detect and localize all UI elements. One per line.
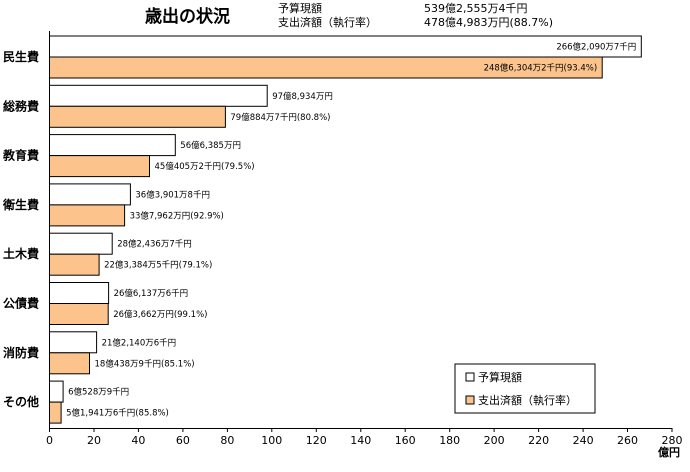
bar-spent bbox=[49, 253, 100, 276]
category-label: その他 bbox=[3, 394, 39, 409]
x-tick-label: 140 bbox=[350, 434, 371, 447]
bar-budget bbox=[49, 282, 110, 304]
bar-budget bbox=[49, 331, 98, 354]
legend-label-budget: 予算現額 bbox=[478, 370, 522, 384]
bar-spent bbox=[49, 303, 109, 325]
x-axis-ticks: 0 20 40 60 80 100 120 140 160 180 200 220 240 260 280 bbox=[46, 428, 683, 447]
x-tick-label: 200 bbox=[484, 434, 505, 447]
category-label: 公債費 bbox=[3, 296, 39, 311]
bar-budget bbox=[49, 35, 642, 58]
data-label-spent: 22億3,384万5千円(79.1%) bbox=[104, 260, 212, 271]
x-tick-label: 120 bbox=[306, 434, 327, 447]
category-label: 土木費 bbox=[3, 246, 39, 261]
x-tick-label: 60 bbox=[176, 434, 190, 447]
x-tick-label: 240 bbox=[573, 434, 594, 447]
data-label-budget: 26億6,137万6千円 bbox=[114, 288, 189, 299]
data-label-spent: 26億3,662万円(99.1%) bbox=[113, 309, 207, 320]
data-label-spent: 248億6,304万2千円(93.4%) bbox=[484, 63, 598, 74]
data-label-spent: 18億438万9千円(85.1%) bbox=[95, 358, 195, 369]
legend-swatch-spent bbox=[465, 395, 475, 405]
bar-spent bbox=[49, 105, 226, 128]
x-tick-label: 180 bbox=[439, 434, 460, 447]
data-label-budget: 36億3,901万8千円 bbox=[135, 189, 210, 200]
data-label-spent: 79億884万7千円(80.8%) bbox=[230, 112, 330, 123]
x-tick-label: 260 bbox=[617, 434, 638, 447]
x-tick-label: 160 bbox=[395, 434, 416, 447]
x-tick-label: 280 bbox=[662, 434, 683, 447]
x-tick-label: 20 bbox=[87, 434, 101, 447]
data-label-budget: 28億2,436万7千円 bbox=[117, 239, 192, 250]
summary-spent-label: 支出済額（執行率） bbox=[278, 15, 377, 29]
data-label-budget: 97億8,934万円 bbox=[272, 91, 333, 102]
x-axis-unit: 億円 bbox=[658, 445, 680, 459]
summary-budget-value: 539億2,555万4千円 bbox=[424, 2, 528, 15]
data-label-budget: 6億528万9千円 bbox=[68, 387, 129, 398]
bar-spent bbox=[49, 352, 90, 375]
category-label: 総務費 bbox=[3, 98, 39, 113]
category-label: 教育費 bbox=[2, 148, 39, 163]
summary-budget-label: 予算現額 bbox=[278, 1, 322, 15]
category-label: 衛生費 bbox=[2, 197, 39, 212]
bar-budget bbox=[49, 380, 64, 403]
legend-swatch-budget bbox=[465, 372, 475, 382]
bar-spent bbox=[49, 155, 150, 178]
data-label-budget: 21億2,140万6千円 bbox=[102, 337, 177, 348]
summary-spent-value: 478億4,983万円(88.7%) bbox=[424, 16, 553, 29]
data-label-budget: 56億6,385万円 bbox=[180, 140, 241, 151]
bar-budget bbox=[49, 84, 268, 107]
legend-box bbox=[454, 363, 596, 414]
data-label-spent: 45億405万2千円(79.5%) bbox=[155, 161, 255, 172]
category-label: 民生費 bbox=[3, 49, 39, 64]
data-label-spent: 5億1,941万6千円(85.8%) bbox=[66, 408, 169, 419]
data-label-spent: 33億7,962万円(92.9%) bbox=[130, 210, 224, 221]
bar-budget bbox=[49, 232, 113, 255]
bar-budget bbox=[49, 183, 131, 206]
chart-title: 歳出の状況 bbox=[145, 6, 230, 27]
x-tick-label: 0 bbox=[46, 434, 53, 447]
legend: 予算現額 支出済額（執行率） bbox=[454, 363, 596, 414]
bar-spent bbox=[49, 401, 62, 424]
x-tick-label: 100 bbox=[261, 434, 282, 447]
category-label: 消防費 bbox=[3, 345, 39, 360]
x-tick-label: 220 bbox=[528, 434, 549, 447]
x-tick-label: 80 bbox=[220, 434, 234, 447]
data-label-budget: 266億2,090万7千円 bbox=[556, 42, 636, 53]
data-labels: 266億2,090万7千円 248億6,304万2千円(93.4%) 97億8,93… bbox=[66, 42, 636, 419]
legend-label-spent: 支出済額（執行率） bbox=[478, 393, 577, 407]
bar-spent bbox=[49, 204, 126, 227]
x-tick-label: 40 bbox=[131, 434, 145, 447]
bar-budget bbox=[49, 134, 176, 157]
